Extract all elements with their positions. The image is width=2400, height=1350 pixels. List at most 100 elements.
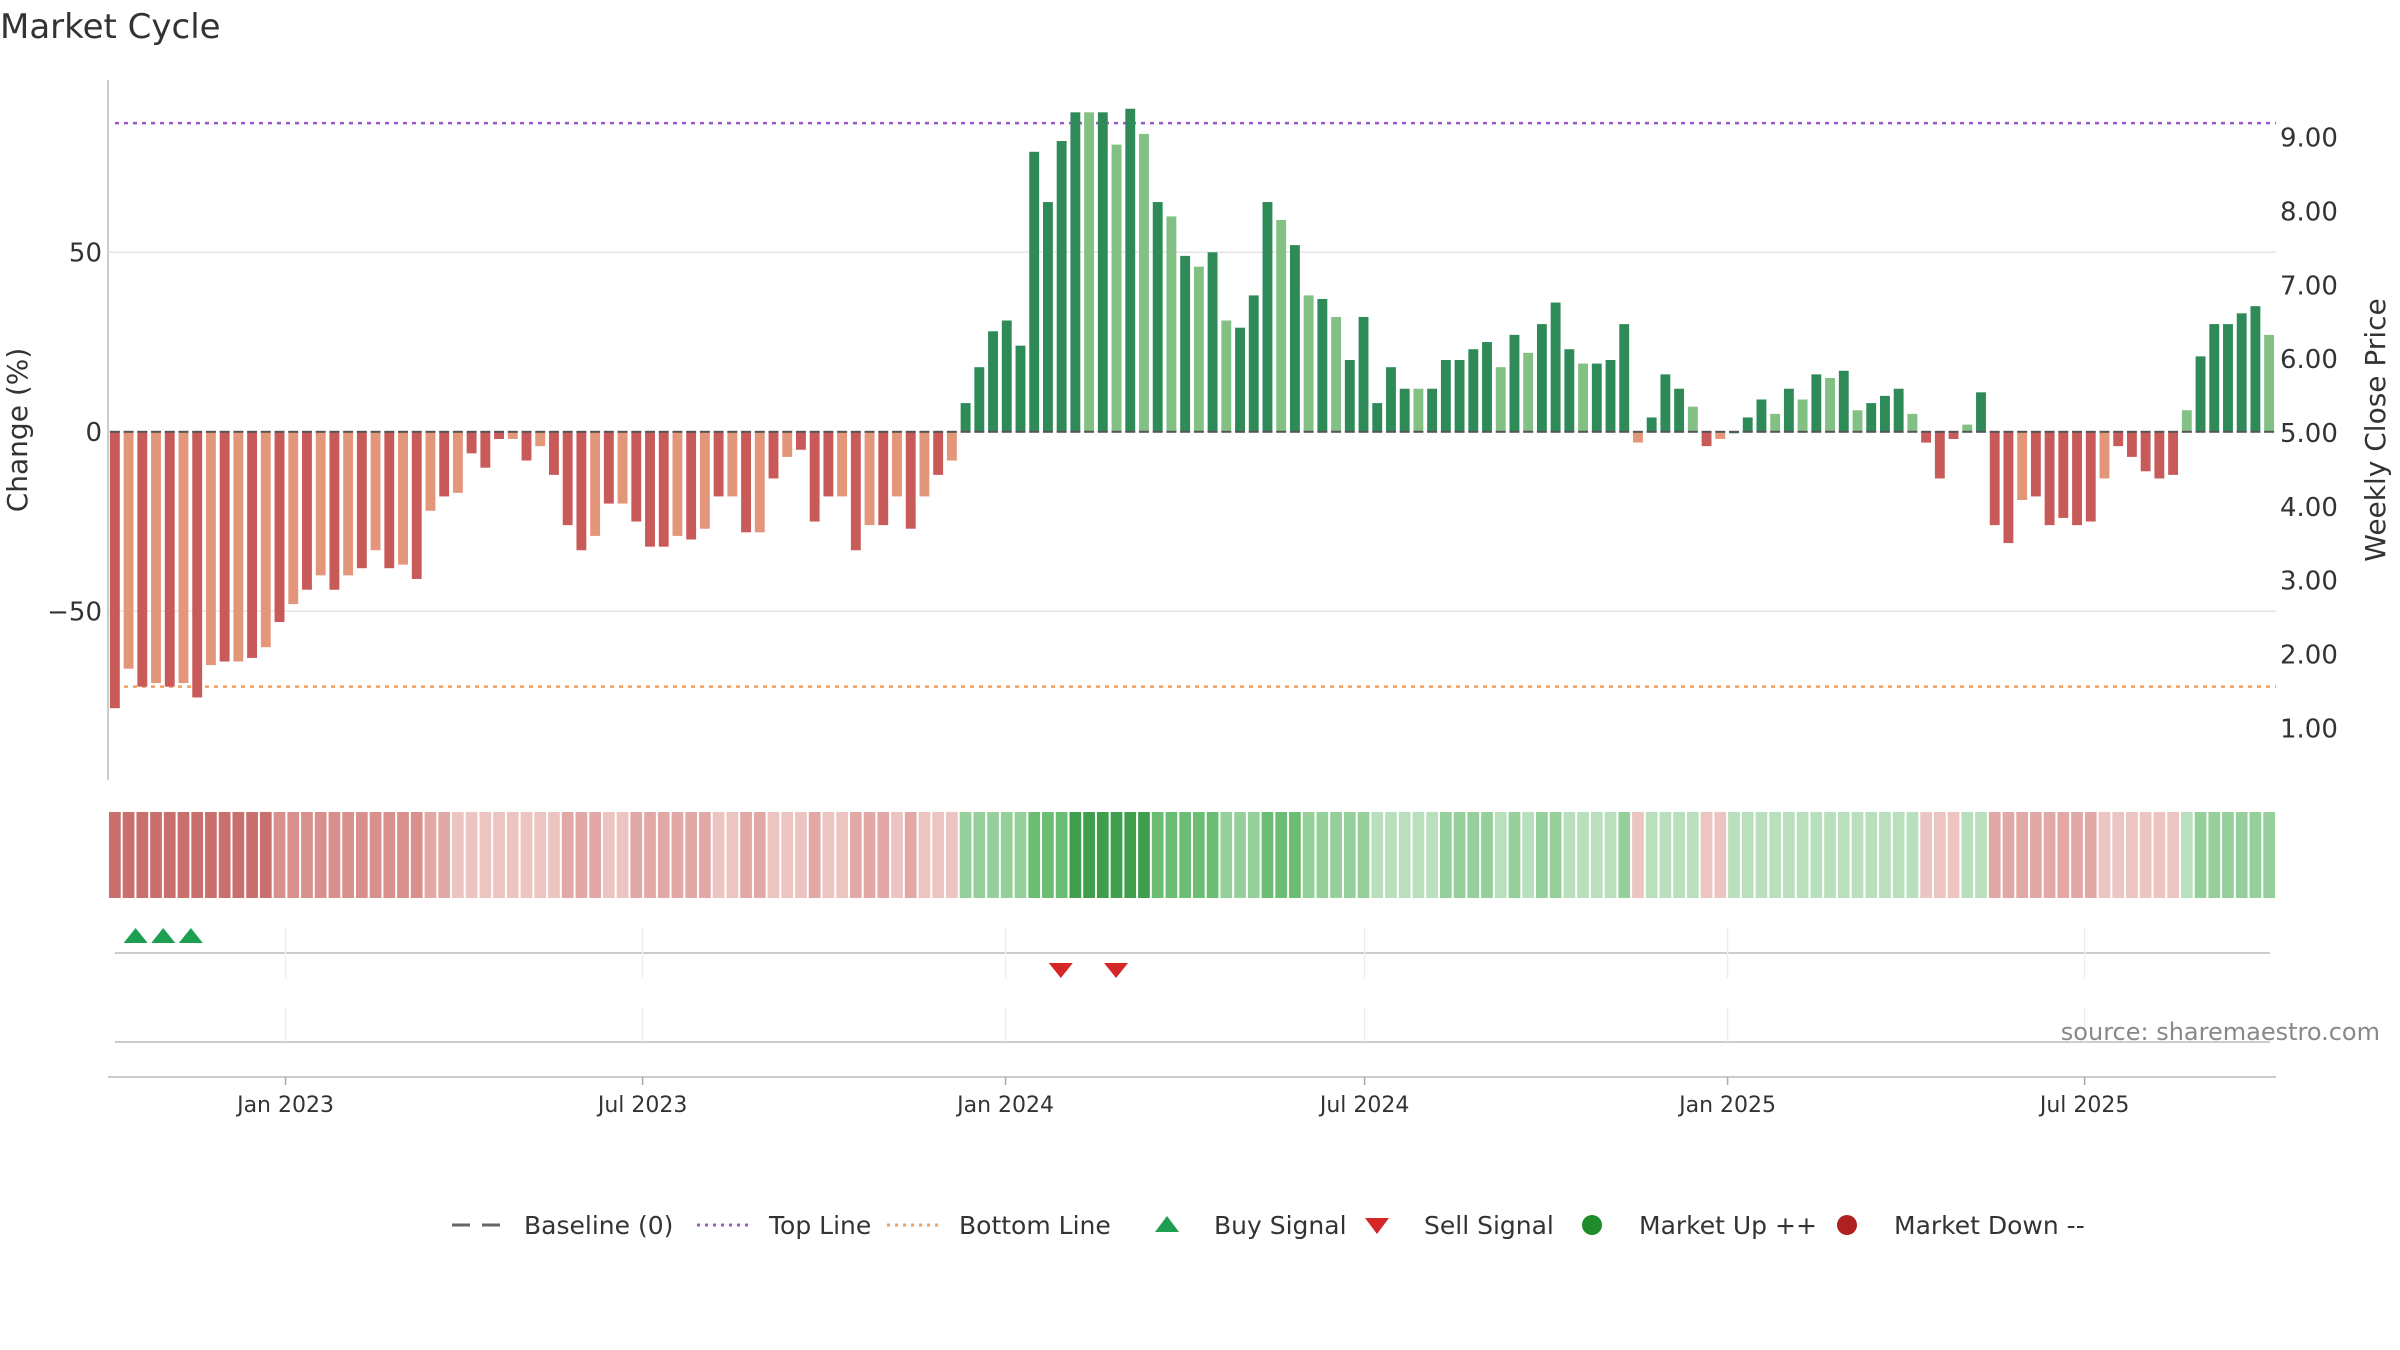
heat-cell — [753, 812, 766, 898]
change-bar — [2223, 324, 2233, 432]
heat-cell — [2167, 812, 2179, 898]
buy-signal-marker — [178, 928, 203, 943]
change-bar — [1495, 367, 1506, 432]
legend-item-bottom-line: Bottom Line — [887, 1211, 1111, 1240]
change-bar — [1468, 349, 1479, 432]
heat-cell — [506, 812, 519, 898]
heat-cell — [191, 812, 204, 898]
heat-cell — [109, 812, 121, 898]
change-bar — [2209, 324, 2220, 432]
heat-cell — [1151, 812, 1164, 898]
change-bar — [686, 431, 697, 540]
heat-cell — [342, 812, 354, 898]
change-bar — [2085, 431, 2096, 522]
heat-cell — [1343, 812, 1356, 898]
signal-panel — [115, 928, 2270, 978]
change-bar — [466, 431, 477, 454]
change-bar — [1111, 144, 1122, 432]
heat-cell — [1508, 812, 1521, 898]
change-bar — [1564, 349, 1575, 432]
heat-cell — [136, 812, 149, 898]
change-bar — [411, 431, 422, 579]
change-bar — [1578, 363, 1589, 432]
change-bar — [1056, 141, 1067, 432]
heat-cell — [1590, 812, 1603, 898]
change-bar — [1934, 431, 1945, 479]
y-tick-label: −50 — [47, 597, 102, 627]
change-bar — [2181, 410, 2192, 432]
y-axis-label: Change (%) — [1, 348, 34, 513]
change-bar — [823, 431, 834, 497]
change-bar — [699, 431, 710, 529]
change-bar — [631, 431, 642, 522]
change-bar — [329, 431, 340, 590]
sell-signal-marker — [1048, 963, 1073, 978]
heat-cell — [699, 812, 711, 898]
heat-cell — [397, 812, 409, 898]
change-bar — [1289, 245, 1300, 432]
change-bar — [315, 431, 326, 576]
change-bar — [1084, 112, 1095, 432]
heat-cell — [1412, 812, 1425, 898]
heat-cell — [1028, 812, 1041, 898]
heat-cell — [685, 812, 698, 898]
heat-cell — [1426, 812, 1438, 898]
change-bar — [1907, 413, 1918, 432]
change-bar — [576, 431, 587, 551]
y2-tick-label: 1.00 — [2280, 714, 2338, 744]
heat-cell — [740, 812, 752, 898]
heat-cell — [891, 812, 903, 898]
change-bar — [1001, 320, 1012, 432]
heat-cell — [1700, 812, 1713, 898]
y2-axis-label: Weekly Close Price — [2359, 298, 2392, 561]
change-bar — [1976, 392, 1986, 432]
heat-cell — [2030, 812, 2042, 898]
heat-cell — [122, 812, 135, 898]
heat-cell — [1220, 812, 1233, 898]
legend-item-top-line: Top Line — [697, 1211, 871, 1240]
chart-title: Market Cycle — [0, 7, 221, 47]
heat-cell — [452, 812, 464, 898]
heat-cell — [1124, 812, 1137, 898]
change-bar — [425, 431, 436, 511]
change-bar — [1962, 424, 1973, 432]
legend-label: Sell Signal — [1424, 1211, 1554, 1240]
heat-cell — [1481, 812, 1493, 898]
sell-signal-marker — [1104, 963, 1129, 978]
heat-cell — [1371, 812, 1384, 898]
heat-cell — [1686, 812, 1699, 898]
heat-cell — [1439, 812, 1452, 898]
heat-cell — [1275, 812, 1288, 898]
heat-cell — [2139, 812, 2152, 898]
heat-cell — [1261, 812, 1274, 898]
change-bar — [1152, 202, 1163, 432]
change-bar — [2236, 313, 2247, 432]
heat-cell — [369, 812, 382, 898]
legend: Baseline (0) Top Line Bottom Line Buy Signa… — [452, 1211, 2085, 1240]
legend-item-market-up: Market Up ++ — [1582, 1211, 1817, 1240]
x-tick-label: Jan 2025 — [1677, 1093, 1776, 1118]
heat-cell — [2249, 812, 2262, 898]
heat-cell — [1385, 812, 1397, 898]
y-tick-label: 0 — [85, 418, 102, 448]
change-bar — [480, 431, 491, 468]
heat-cell — [1961, 812, 1974, 898]
heat-cell — [383, 812, 396, 898]
legend-swatch — [1365, 1218, 1389, 1234]
heat-cell — [973, 812, 986, 898]
change-bar — [658, 431, 669, 547]
change-bar — [933, 431, 944, 475]
heat-cell — [1810, 812, 1823, 898]
heat-cell — [1741, 812, 1754, 898]
heat-cell — [767, 812, 780, 898]
change-bar — [1372, 403, 1383, 432]
heat-cell — [1289, 812, 1301, 898]
change-bar — [1042, 202, 1053, 432]
heat-cell — [301, 812, 313, 898]
change-bar — [741, 431, 751, 533]
heat-cell — [314, 812, 327, 898]
change-bar — [645, 431, 655, 547]
x-tick-label: Jul 2025 — [2038, 1093, 2130, 1118]
heat-cell — [177, 812, 190, 898]
heat-cell — [1728, 812, 1740, 898]
